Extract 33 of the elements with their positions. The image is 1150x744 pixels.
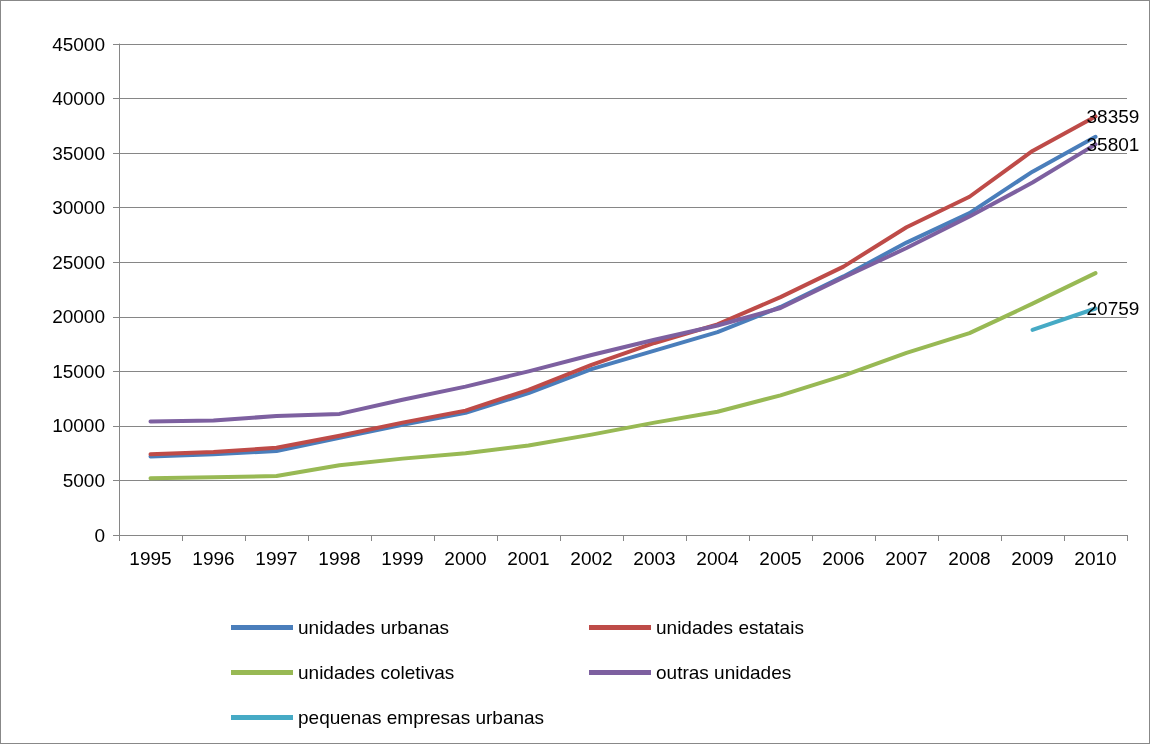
x-tick-label: 1997	[255, 548, 298, 569]
x-tick-label: 1995	[129, 548, 172, 569]
y-tick-label: 25000	[52, 251, 105, 273]
x-tick-label: 1998	[318, 548, 361, 569]
x-tick-label: 2004	[696, 548, 740, 569]
legend-label: unidades coletivas	[298, 662, 455, 683]
y-tick-label: 0	[94, 524, 105, 546]
y-tick-label: 35000	[52, 142, 105, 164]
x-tick-label: 2009	[1011, 548, 1054, 569]
legend-label: pequenas empresas urbanas	[298, 707, 545, 728]
legend-label: unidades estatais	[656, 617, 804, 638]
data-label: 38359	[1086, 105, 1140, 127]
y-tick-label: 45000	[52, 33, 105, 55]
y-tick-label: 20000	[52, 306, 105, 328]
x-tick-label: 1999	[381, 548, 424, 569]
x-tick-label: 2008	[948, 548, 991, 569]
x-tick-label: 2002	[570, 548, 613, 569]
y-tick-label: 10000	[52, 415, 105, 437]
x-tick-label: 2005	[759, 548, 802, 569]
legend-label: outras unidades	[656, 662, 792, 683]
y-tick-label: 5000	[62, 469, 105, 491]
x-tick-label: 2000	[444, 548, 487, 569]
x-tick-label: 2001	[507, 548, 550, 569]
x-tick-label: 2003	[633, 548, 676, 569]
y-tick-label: 30000	[52, 197, 105, 219]
y-tick-label: 15000	[52, 360, 105, 382]
x-tick-label: 2010	[1074, 548, 1117, 569]
x-tick-label: 2006	[822, 548, 865, 569]
x-tick-label: 1996	[192, 548, 235, 569]
x-tick-label: 2007	[885, 548, 928, 569]
legend-label: unidades urbanas	[298, 617, 450, 638]
y-tick-label: 40000	[52, 88, 105, 110]
data-label: 20759	[1086, 298, 1140, 319]
